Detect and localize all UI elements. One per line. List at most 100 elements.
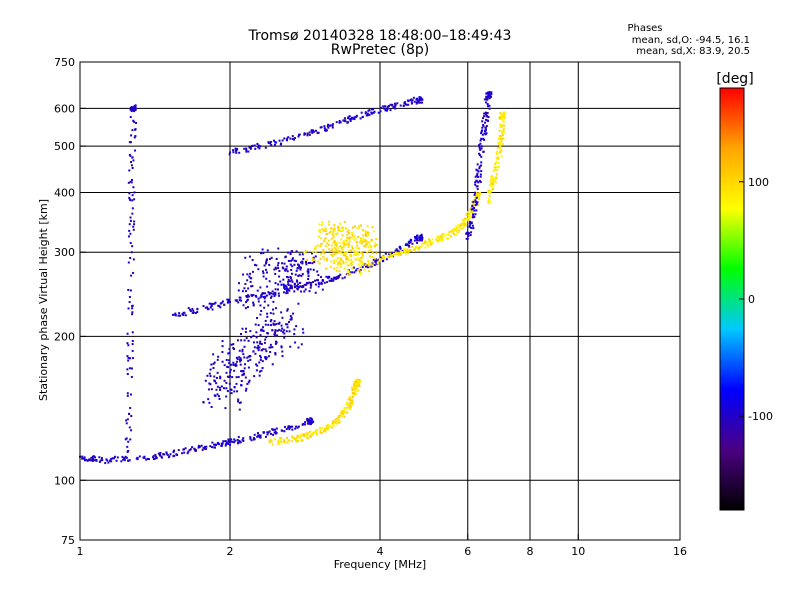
scatter-point [284, 269, 287, 272]
scatter-point [346, 121, 349, 124]
scatter-point [223, 379, 226, 382]
scatter-point [472, 209, 475, 212]
scatter-point [186, 452, 189, 455]
scatter-point [290, 279, 293, 282]
scatter-point [134, 107, 137, 110]
scatter-point [354, 251, 357, 254]
scatter-point [464, 217, 467, 220]
scatter-point [306, 437, 309, 440]
scatter-point [207, 308, 210, 311]
scatter-point [325, 259, 328, 262]
scatter-point [375, 252, 378, 255]
scatter-point [254, 352, 257, 355]
scatter-point [339, 273, 342, 276]
scatter-point [131, 212, 134, 215]
scatter-point [344, 407, 347, 410]
scatter-point [341, 412, 344, 415]
scatter-point [495, 176, 498, 179]
scatter-point [428, 239, 431, 242]
scatter-point [339, 121, 342, 124]
scatter-point [356, 244, 359, 247]
scatter-point [475, 202, 478, 205]
scatter-point [85, 458, 88, 461]
scatter-point [285, 437, 288, 440]
scatter-point [492, 170, 495, 173]
scatter-point [328, 248, 331, 251]
scatter-point [481, 133, 484, 136]
scatter-point [282, 283, 285, 286]
scatter-point [131, 199, 134, 202]
scatter-point [184, 314, 187, 317]
scatter-point [269, 343, 272, 346]
scatter-point [115, 459, 118, 462]
scatter-points [79, 91, 507, 465]
scatter-point [293, 137, 296, 140]
scatter-point [366, 225, 369, 228]
scatter-point [237, 435, 240, 438]
scatter-point [492, 179, 495, 182]
scatter-point [311, 433, 314, 436]
scatter-point [293, 290, 296, 293]
scatter-point [368, 262, 371, 265]
scatter-point [358, 224, 361, 227]
scatter-point [258, 374, 261, 377]
scatter-point [240, 339, 243, 342]
scatter-point [251, 258, 254, 261]
scatter-point [415, 97, 418, 100]
scatter-point [129, 438, 132, 441]
scatter-point [470, 210, 473, 213]
scatter-point [340, 263, 343, 266]
scatter-point [91, 457, 94, 460]
scatter-point [210, 446, 213, 449]
scatter-point [497, 138, 500, 141]
scatter-point [460, 223, 463, 226]
scatter-point [271, 428, 274, 431]
scatter-point [421, 236, 424, 239]
scatter-point [476, 172, 479, 175]
scatter-point [135, 121, 138, 124]
scatter-point [368, 109, 371, 112]
scatter-point [228, 153, 231, 156]
scatter-point [485, 125, 488, 128]
scatter-point [262, 326, 265, 329]
scatter-point [203, 446, 206, 449]
scatter-point [209, 302, 212, 305]
scatter-point [348, 115, 351, 118]
scatter-point [165, 451, 168, 454]
scatter-point [192, 309, 195, 312]
scatter-point [189, 308, 192, 311]
scatter-point [360, 272, 363, 275]
scatter-point [469, 223, 472, 226]
scatter-point [221, 340, 224, 343]
scatter-point [385, 258, 388, 261]
scatter-point [299, 281, 302, 284]
scatter-point [351, 234, 354, 237]
scatter-point [454, 228, 457, 231]
scatter-point [277, 292, 280, 295]
scatter-point [237, 376, 240, 379]
scatter-point [311, 130, 314, 133]
scatter-point [409, 249, 412, 252]
scatter-point [281, 429, 284, 432]
scatter-point [325, 426, 328, 429]
scatter-point [431, 241, 434, 244]
scatter-point [331, 255, 334, 258]
scatter-point [198, 445, 201, 448]
scatter-point [300, 439, 303, 442]
scatter-point [270, 440, 273, 443]
scatter-point [270, 295, 273, 298]
stats-line-x: mean, sd,X: 83.9, 20.5 [636, 46, 750, 57]
scatter-point [295, 437, 298, 440]
scatter-point [307, 270, 310, 273]
scatter-point [366, 251, 369, 254]
scatter-point [368, 250, 371, 253]
scatter-point [314, 291, 317, 294]
scatter-point [301, 253, 304, 256]
scatter-point [329, 230, 332, 233]
scatter-point [131, 305, 134, 308]
scatter-point [291, 135, 294, 138]
scatter-point [318, 283, 321, 286]
scatter-point [247, 355, 250, 358]
scatter-point [259, 358, 262, 361]
